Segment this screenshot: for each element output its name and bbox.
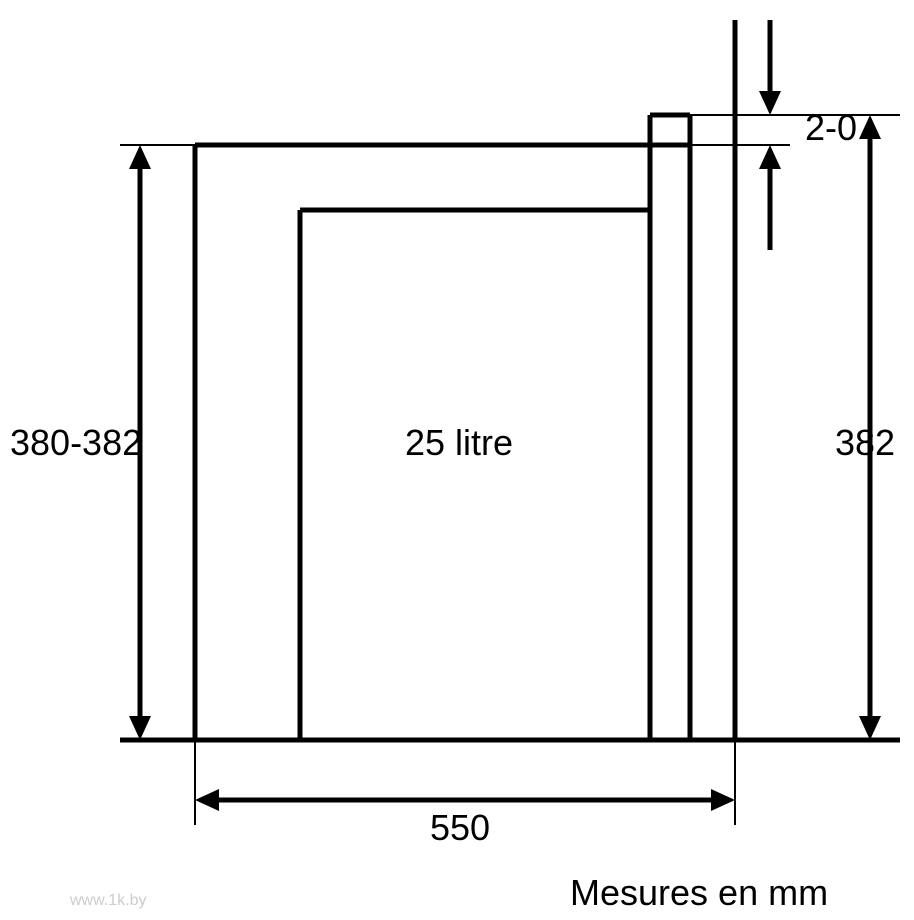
- capacity-label: 25 litre: [405, 422, 513, 463]
- dim-label-left-height: 380-382: [10, 422, 142, 463]
- dim-label-bottom-width: 550: [430, 807, 490, 848]
- watermark-text: www.1k.by: [69, 892, 146, 909]
- units-footer: Mesures en mm: [570, 872, 828, 913]
- dim-label-right-height: 382: [835, 422, 895, 463]
- dim-label-top-gap: 2-0: [805, 107, 857, 148]
